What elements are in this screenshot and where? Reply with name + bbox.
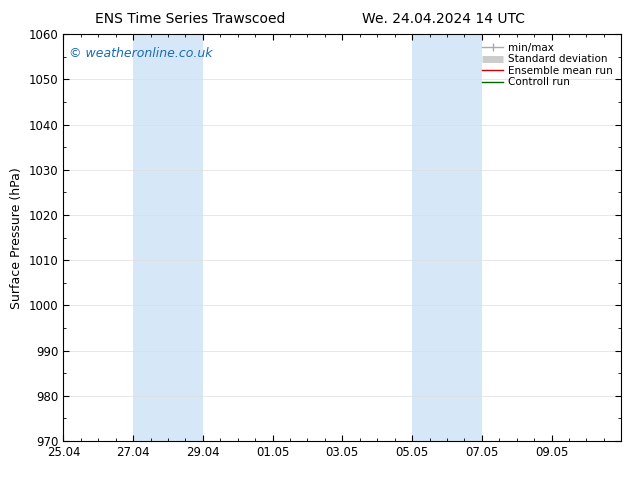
Text: We. 24.04.2024 14 UTC: We. 24.04.2024 14 UTC (362, 12, 526, 26)
Bar (133, 34, 203, 441)
Text: ENS Time Series Trawscoed: ENS Time Series Trawscoed (95, 12, 285, 26)
Bar (412, 34, 482, 441)
Text: © weatheronline.co.uk: © weatheronline.co.uk (69, 47, 212, 59)
Legend: min/max, Standard deviation, Ensemble mean run, Controll run: min/max, Standard deviation, Ensemble me… (479, 40, 616, 91)
Y-axis label: Surface Pressure (hPa): Surface Pressure (hPa) (10, 167, 23, 309)
